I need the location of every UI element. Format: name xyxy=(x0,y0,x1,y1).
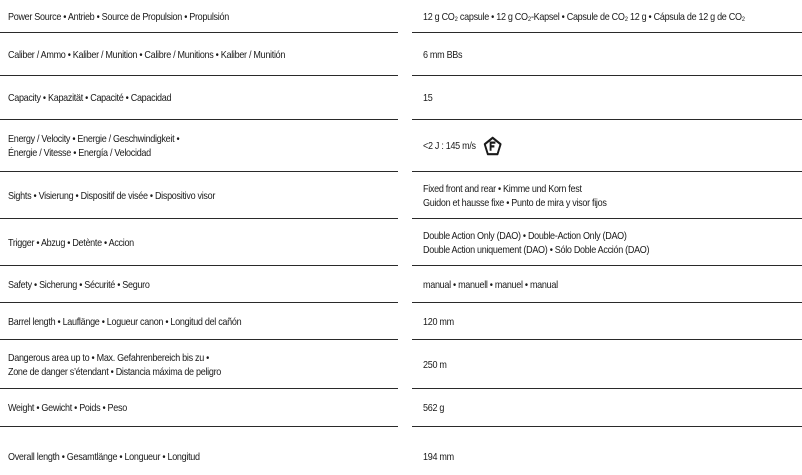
spec-value: Fixed front and rear • Kimme und Korn fe… xyxy=(423,182,607,210)
spec-value-cell: 15 xyxy=(412,76,802,120)
row-divider-left xyxy=(0,75,398,76)
spec-value-line: Double Action uniquement (DAO) • Sólo Do… xyxy=(423,243,650,256)
spec-row-safety: Safety • Sicherung • Sécurité • Seguro m… xyxy=(0,266,802,303)
row-divider-left xyxy=(0,388,398,389)
row-divider-right xyxy=(412,426,802,427)
spec-value: 562 g xyxy=(423,402,445,414)
row-divider-right xyxy=(412,339,802,340)
spec-value: Double Action Only (DAO) • Double-Action… xyxy=(423,229,650,257)
row-divider-right xyxy=(412,302,802,303)
row-divider-right xyxy=(412,265,802,266)
spec-label: Sights • Visierung • Dispositif de visée… xyxy=(8,189,216,202)
spec-label-cell: Barrel length • Lauflänge • Logueur cano… xyxy=(0,303,398,340)
spec-value-cell: 194 mm xyxy=(412,427,802,469)
row-divider-left xyxy=(0,218,398,219)
spec-row-barrel-length: Barrel length • Lauflänge • Logueur cano… xyxy=(0,303,802,340)
spec-label: Trigger • Abzug • Detènte • Accion xyxy=(8,236,134,249)
row-divider-right xyxy=(412,119,802,120)
spec-label: Caliber / Ammo • Kaliber / Munition • Ca… xyxy=(8,48,286,61)
spec-value-cell: 6 mm BBs xyxy=(412,33,802,76)
spec-label-cell: Trigger • Abzug • Detènte • Accion xyxy=(0,219,398,266)
spec-label: Capacity • Kapazität • Capacité • Capaci… xyxy=(8,92,172,104)
spec-value-text: <2 J : 145 m/s xyxy=(423,140,476,152)
spec-value: 120 mm xyxy=(423,315,454,328)
spec-row-caliber: Caliber / Ammo • Kaliber / Munition • Ca… xyxy=(0,33,802,76)
row-divider-left xyxy=(0,265,398,266)
spec-value-cell: 120 mm xyxy=(412,303,802,340)
spec-row-capacity: Capacity • Kapazität • Capacité • Capaci… xyxy=(0,76,802,120)
row-divider-left xyxy=(0,339,398,340)
spec-row-weight: Weight • Gewicht • Poids • Peso 562 g xyxy=(0,389,802,427)
row-divider-right xyxy=(412,218,802,219)
spec-label: Weight • Gewicht • Poids • Peso xyxy=(8,402,127,414)
spec-label-cell: Overall length • Gesamtlänge • Longueur … xyxy=(0,427,398,469)
spec-value: 12 g CO₂ capsule • 12 g CO₂-Kapsel • Cap… xyxy=(423,10,745,23)
spec-label-line: Energy / Velocity • Energie / Geschwindi… xyxy=(8,133,180,145)
spec-label: Safety • Sicherung • Sécurité • Seguro xyxy=(8,278,150,291)
spec-row-energy-velocity: Energy / Velocity • Energie / Geschwindi… xyxy=(0,120,802,172)
spec-label-cell: Sights • Visierung • Dispositif de visée… xyxy=(0,172,398,219)
row-divider-right xyxy=(412,75,802,76)
spec-value: 6 mm BBs xyxy=(423,48,463,61)
spec-label: Overall length • Gesamtlänge • Longueur … xyxy=(8,451,200,463)
spec-value-cell: 562 g xyxy=(412,389,802,427)
spec-label-cell: Capacity • Kapazität • Capacité • Capaci… xyxy=(0,76,398,120)
spec-label-cell: Power Source • Antrieb • Source de Propu… xyxy=(0,0,398,33)
spec-row-dangerous-area: Dangerous area up to • Max. Gefahrenbere… xyxy=(0,340,802,389)
spec-label-cell: Weight • Gewicht • Poids • Peso xyxy=(0,389,398,427)
spec-value-line: Double Action Only (DAO) • Double-Action… xyxy=(423,229,627,242)
row-divider-left xyxy=(0,302,398,303)
spec-row-trigger: Trigger • Abzug • Detènte • Accion Doubl… xyxy=(0,219,802,266)
spec-value-cell: Double Action Only (DAO) • Double-Action… xyxy=(412,219,802,266)
spec-label-cell: Safety • Sicherung • Sécurité • Seguro xyxy=(0,266,398,303)
spec-value-line: Guidon et hausse fixe • Punto de mira y … xyxy=(423,196,607,209)
spec-label: Dangerous area up to • Max. Gefahrenbere… xyxy=(8,351,221,379)
row-divider-left xyxy=(0,426,398,427)
spec-value-cell: manual • manuell • manuel • manual xyxy=(412,266,802,303)
spec-value-cell: 12 g CO₂ capsule • 12 g CO₂-Kapsel • Cap… xyxy=(412,0,802,33)
spec-label: Barrel length • Lauflänge • Logueur cano… xyxy=(8,315,242,328)
spec-value: 15 xyxy=(423,92,433,104)
spec-value-cell: 250 m xyxy=(412,340,802,389)
F-in-pentagon-mark-icon xyxy=(483,136,502,156)
spec-value-cell: Fixed front and rear • Kimme und Korn fe… xyxy=(412,172,802,219)
spec-value: 250 m xyxy=(423,358,447,371)
row-divider-left xyxy=(0,32,398,33)
row-divider-right xyxy=(412,388,802,389)
spec-label-cell: Energy / Velocity • Energie / Geschwindi… xyxy=(0,120,398,172)
spec-label: Energy / Velocity • Energie / Geschwindi… xyxy=(8,132,180,160)
row-divider-right xyxy=(412,171,802,172)
spec-value: manual • manuell • manuel • manual xyxy=(423,278,558,291)
spec-label-cell: Dangerous area up to • Max. Gefahrenbere… xyxy=(0,340,398,389)
spec-label-line: Énergie / Vitesse • Energía / Velocidad xyxy=(8,147,151,159)
spec-row-power-source: Power Source • Antrieb • Source de Propu… xyxy=(0,0,802,33)
row-divider-left xyxy=(0,171,398,172)
spec-label: Power Source • Antrieb • Source de Propu… xyxy=(8,10,229,23)
spec-row-overall-length: Overall length • Gesamtlänge • Longueur … xyxy=(0,427,802,469)
spec-label-line: Dangerous area up to • Max. Gefahrenbere… xyxy=(8,351,209,364)
spec-label-line: Zone de danger s’étendant • Distancia má… xyxy=(8,365,221,378)
spec-value-cell: <2 J : 145 m/s xyxy=(412,120,802,172)
row-divider-right xyxy=(412,32,802,33)
spec-value: <2 J : 145 m/s xyxy=(423,136,502,156)
spec-row-sights: Sights • Visierung • Dispositif de visée… xyxy=(0,172,802,219)
spec-value: 194 mm xyxy=(423,451,454,463)
spec-label-cell: Caliber / Ammo • Kaliber / Munition • Ca… xyxy=(0,33,398,76)
row-divider-left xyxy=(0,119,398,120)
spec-value-line: Fixed front and rear • Kimme und Korn fe… xyxy=(423,182,582,195)
